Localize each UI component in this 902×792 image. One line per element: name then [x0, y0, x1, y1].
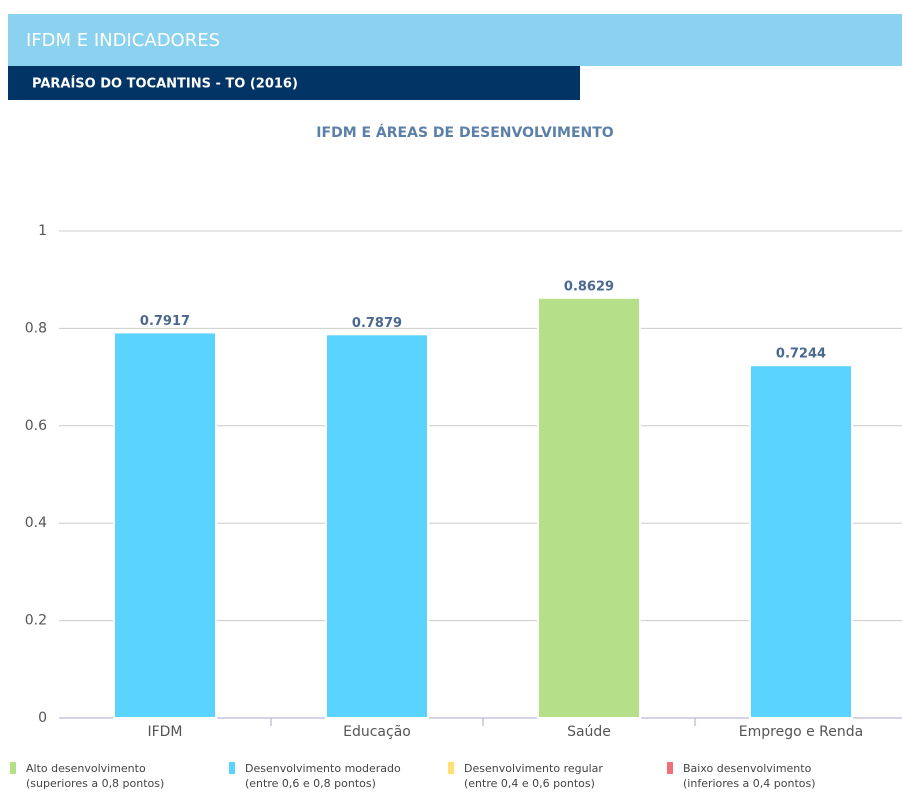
value-label: 0.7879 — [352, 316, 402, 331]
legend-note: (inferiores a 0,4 pontos) — [683, 777, 816, 790]
legend-swatch — [10, 762, 16, 774]
bar — [113, 331, 217, 719]
bar — [749, 364, 853, 719]
x-tick-label: IFDM — [147, 724, 182, 740]
x-tick-label: Educação — [343, 724, 411, 740]
subheader-bar — [8, 66, 580, 100]
legend-label: Desenvolvimento moderado — [245, 762, 401, 775]
legend-label: Desenvolvimento regular — [464, 762, 603, 775]
header-bar — [8, 14, 902, 66]
header-title: IFDM E INDICADORES — [26, 30, 220, 51]
x-tick-label: Saúde — [567, 724, 611, 740]
legend-label: Baixo desenvolvimento — [683, 762, 812, 775]
y-tick-label: 0 — [38, 710, 47, 726]
y-tick-label: 0.8 — [25, 320, 47, 336]
x-tick-label: Emprego e Renda — [739, 724, 863, 740]
legend-note: (superiores a 0,8 pontos) — [26, 777, 164, 790]
bar — [537, 296, 641, 719]
legend-note: (entre 0,6 e 0,8 pontos) — [245, 777, 376, 790]
chart-title: IFDM E ÁREAS DE DESENVOLVIMENTO — [316, 124, 614, 141]
value-label: 0.7244 — [776, 347, 826, 362]
y-tick-label: 0.6 — [25, 418, 47, 434]
legend-swatch — [667, 762, 673, 774]
y-tick-label: 0.2 — [25, 613, 47, 629]
value-label: 0.7917 — [140, 314, 190, 329]
y-tick-label: 1 — [38, 223, 47, 239]
header-subtitle: PARAÍSO DO TOCANTINS - TO (2016) — [32, 76, 298, 92]
bar — [325, 333, 429, 719]
value-label: 0.8629 — [564, 279, 614, 294]
legend-note: (entre 0,4 e 0,6 pontos) — [464, 777, 595, 790]
legend-swatch — [448, 762, 454, 774]
y-tick-label: 0.4 — [25, 515, 47, 531]
legend-swatch — [229, 762, 235, 774]
legend-label: Alto desenvolvimento — [26, 762, 146, 775]
